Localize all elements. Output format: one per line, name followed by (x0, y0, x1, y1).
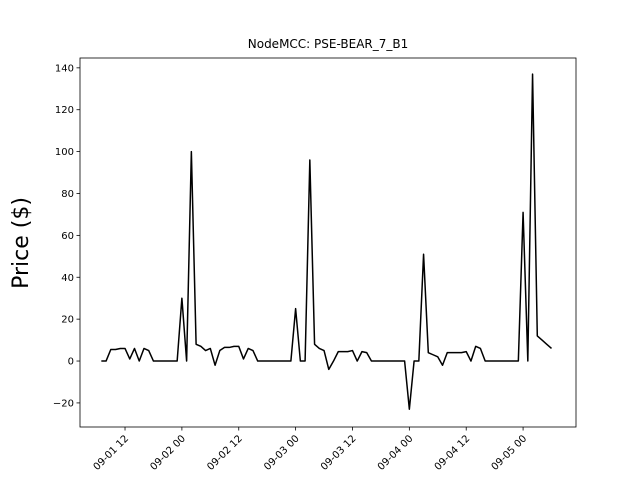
x-tick-label: 09-04 12 (433, 433, 473, 473)
x-tick-label: 09-04 00 (376, 433, 416, 473)
chart-title: NodeMCC: PSE-BEAR_7_B1 (248, 37, 409, 51)
x-tick-label: 09-02 00 (148, 433, 188, 473)
price-line (101, 73, 553, 410)
x-tick-label: 09-02 12 (205, 433, 245, 473)
y-tick-label: −20 (53, 398, 74, 409)
y-tick-label: 140 (55, 63, 74, 74)
y-tick-label: 60 (61, 231, 74, 242)
y-axis-label: Price ($) (9, 197, 34, 289)
y-tick-label: 120 (55, 105, 74, 116)
y-tick-label: 20 (61, 315, 74, 326)
y-tick-label: 0 (68, 357, 74, 368)
x-tick-label: 09-01 12 (92, 433, 132, 473)
x-tick-label: 09-05 00 (490, 433, 530, 473)
y-tick-label: 80 (61, 189, 74, 200)
y-tick-label: 100 (55, 147, 74, 158)
x-tick-label: 09-03 00 (262, 433, 302, 473)
plot-frame (79, 57, 577, 428)
y-tick-label: 40 (61, 273, 74, 284)
x-tick-label: 09-03 12 (319, 433, 359, 473)
